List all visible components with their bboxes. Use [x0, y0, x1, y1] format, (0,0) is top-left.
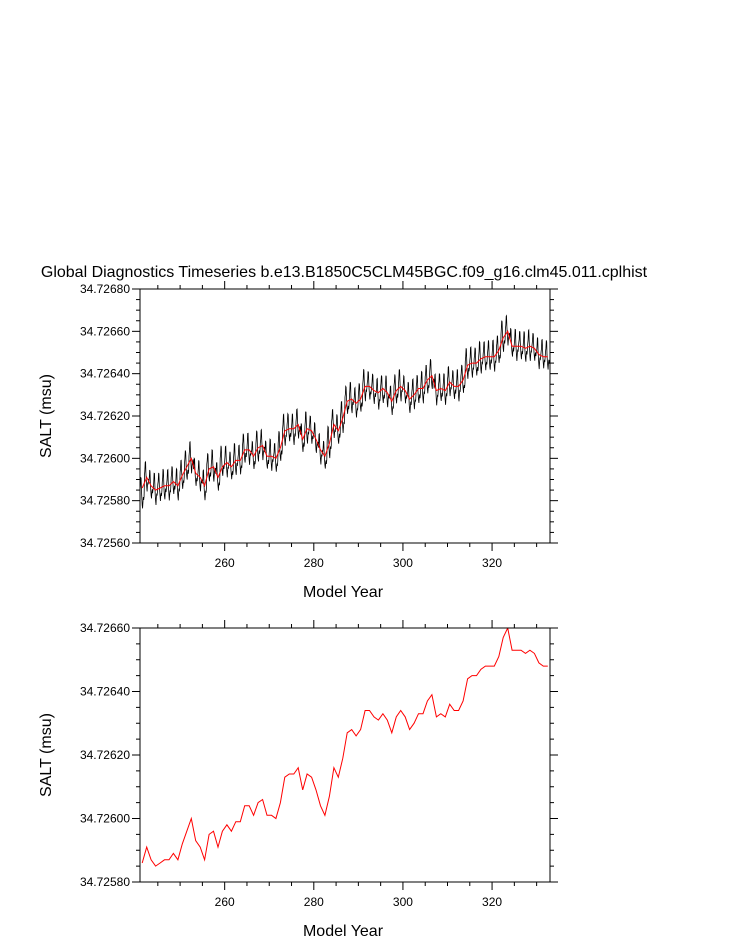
y-tick-label: 34.72680	[80, 282, 130, 296]
y-tick-label: 34.72640	[80, 685, 130, 699]
y-tick-label: 34.72580	[80, 494, 130, 508]
plot-area	[140, 314, 550, 509]
x-tick-label: 320	[482, 895, 502, 909]
y-tick-label: 34.72620	[80, 409, 130, 423]
x-tick-label: 320	[482, 556, 502, 570]
x-tick-label: 280	[304, 895, 324, 909]
x-tick-label: 260	[215, 556, 235, 570]
chart-title: Global Diagnostics Timeseries b.e13.B185…	[41, 264, 648, 281]
series-annual	[141, 330, 548, 491]
series-annual	[141, 628, 548, 867]
y-axis-title: SALT (msu)	[38, 374, 55, 458]
y-tick-label: 34.72660	[80, 324, 130, 338]
y-tick-label: 34.72560	[80, 536, 130, 550]
y-tick-label: 34.72640	[80, 367, 130, 381]
x-axis-title: Model Year	[303, 923, 384, 940]
x-tick-label: 260	[215, 895, 235, 909]
y-axis-title: SALT (msu)	[38, 713, 55, 797]
x-tick-label: 300	[393, 895, 413, 909]
x-axis-title: Model Year	[303, 584, 384, 601]
series-monthly	[140, 314, 550, 509]
top-panel: 34.72560 34.72580 34.72600 34.72620 34.72640…	[38, 281, 558, 601]
y-tick-label: 34.72660	[80, 621, 130, 635]
x-tick-label: 280	[304, 556, 324, 570]
plot-area	[141, 628, 548, 867]
bottom-panel: 34.72580 34.72600 34.72620 34.72640 34.72660…	[38, 620, 558, 940]
y-tick-label: 34.72600	[80, 451, 130, 465]
y-tick-label: 34.72580	[80, 875, 130, 889]
y-tick-label: 34.72620	[80, 748, 130, 762]
y-tick-label: 34.72600	[80, 812, 130, 826]
x-tick-label: 300	[393, 556, 413, 570]
